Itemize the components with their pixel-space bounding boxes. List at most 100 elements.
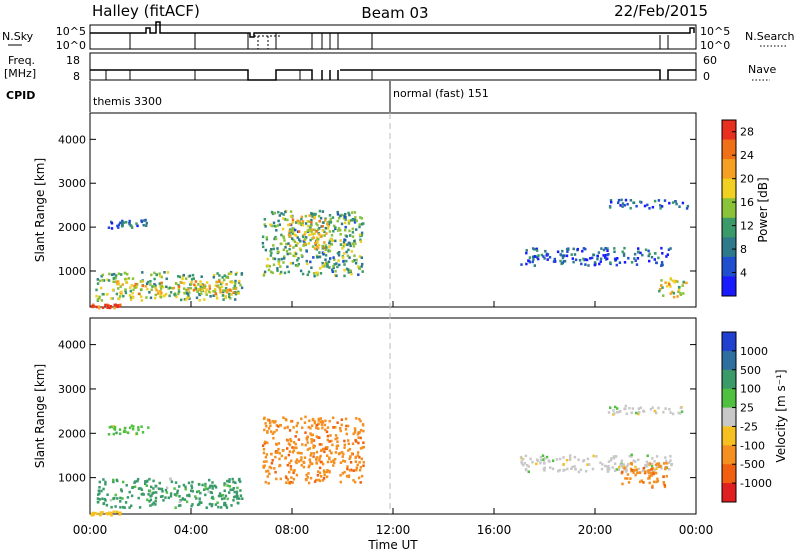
velocity-cell bbox=[542, 461, 546, 464]
power-cell bbox=[303, 233, 306, 236]
power-cell bbox=[339, 214, 342, 218]
power-cell bbox=[679, 291, 682, 295]
velocity-cell bbox=[650, 465, 654, 468]
power-cell bbox=[263, 223, 266, 226]
power-cell bbox=[313, 274, 316, 278]
power-cell bbox=[325, 232, 328, 235]
power-cell bbox=[292, 254, 295, 258]
power-cell bbox=[223, 289, 226, 292]
power-cell bbox=[279, 272, 282, 276]
power-cell bbox=[685, 281, 688, 285]
power-colorbar-tick-label: 24 bbox=[740, 149, 754, 162]
power-cell bbox=[261, 241, 265, 245]
power-cell bbox=[345, 259, 348, 263]
power-cell bbox=[623, 246, 626, 250]
power-cell bbox=[232, 291, 235, 295]
velocity-cell bbox=[632, 469, 635, 473]
power-cell bbox=[351, 242, 354, 245]
x-tick-label: 20:00 bbox=[578, 523, 613, 537]
power-cell bbox=[156, 290, 160, 293]
velocity-cell bbox=[318, 436, 321, 439]
power-cell bbox=[199, 292, 203, 295]
power-cell bbox=[619, 204, 622, 207]
power-cell bbox=[311, 245, 315, 248]
velocity-cell bbox=[358, 430, 361, 434]
velocity-cell bbox=[235, 490, 239, 494]
velocity-cell bbox=[326, 438, 329, 442]
power-cell bbox=[296, 264, 299, 268]
power-cell bbox=[344, 228, 347, 232]
velocity-cell bbox=[128, 506, 131, 509]
velocity-cell bbox=[312, 455, 315, 458]
velocity-cell bbox=[654, 471, 658, 475]
velocity-cell bbox=[638, 471, 642, 474]
velocity-colorbar-swatch bbox=[722, 407, 736, 427]
velocity-cell bbox=[204, 484, 207, 488]
velocity-cell bbox=[600, 467, 604, 471]
power-cell bbox=[180, 298, 183, 302]
velocity-cell bbox=[644, 470, 647, 473]
power-cell bbox=[273, 224, 276, 228]
power-cell bbox=[310, 212, 313, 216]
power-cell bbox=[162, 285, 165, 289]
velocity-cell bbox=[288, 429, 292, 432]
power-cell bbox=[101, 273, 104, 277]
power-cell bbox=[229, 280, 232, 284]
velocity-cell bbox=[315, 424, 318, 427]
power-cell bbox=[336, 210, 339, 214]
power-cell bbox=[272, 244, 275, 247]
power-cell bbox=[266, 264, 269, 267]
velocity-cell bbox=[607, 460, 611, 463]
velocity-cell bbox=[328, 457, 331, 461]
velocity-cell bbox=[524, 467, 528, 471]
velocity-cell bbox=[646, 454, 649, 458]
velocity-cell bbox=[323, 471, 326, 474]
power-cell bbox=[318, 227, 321, 230]
power-cell bbox=[350, 272, 353, 276]
velocity-cell bbox=[615, 468, 618, 471]
velocity-colorbar-tick-label: 500 bbox=[740, 364, 761, 377]
velocity-cell bbox=[539, 461, 542, 465]
velocity-cell bbox=[295, 424, 298, 428]
power-cell bbox=[270, 251, 273, 255]
power-cell bbox=[305, 236, 308, 239]
velocity-cell bbox=[130, 504, 133, 508]
power-cell bbox=[131, 277, 135, 280]
velocity-cell bbox=[96, 497, 100, 500]
velocity-cell bbox=[91, 512, 94, 515]
velocity-cell bbox=[569, 454, 572, 457]
power-cell bbox=[281, 227, 285, 231]
power-cell bbox=[358, 255, 362, 258]
power-cell bbox=[323, 265, 326, 268]
power-cell bbox=[337, 227, 341, 230]
power-cell bbox=[276, 224, 280, 227]
power-cell bbox=[121, 221, 124, 225]
power-cell bbox=[168, 294, 171, 298]
velocity-cell bbox=[278, 463, 282, 467]
velocity-cell bbox=[543, 466, 546, 470]
velocity-cell bbox=[357, 436, 360, 439]
power-cell bbox=[305, 259, 308, 263]
velocity-cell bbox=[648, 462, 652, 465]
power-cell bbox=[321, 229, 325, 232]
velocity-cell bbox=[320, 475, 323, 478]
power-cell bbox=[108, 272, 111, 276]
velocity-cell bbox=[642, 481, 645, 484]
velocity-data-marks bbox=[90, 404, 684, 517]
power-cell bbox=[232, 287, 235, 290]
velocity-cell bbox=[173, 487, 176, 490]
velocity-colorbar-tick-label: -1000 bbox=[740, 477, 772, 490]
velocity-cell bbox=[286, 463, 289, 467]
power-cell bbox=[321, 247, 324, 250]
power-cell bbox=[308, 229, 311, 232]
power-cell bbox=[647, 249, 650, 253]
velocity-cell bbox=[624, 466, 628, 470]
velocity-cell bbox=[651, 457, 654, 460]
power-cell bbox=[289, 244, 292, 248]
power-cell bbox=[155, 273, 158, 276]
velocity-cell bbox=[664, 467, 667, 471]
velocity-cell bbox=[655, 467, 658, 470]
power-cell bbox=[342, 252, 346, 255]
power-cell bbox=[289, 214, 293, 218]
velocity-cell bbox=[612, 456, 616, 460]
